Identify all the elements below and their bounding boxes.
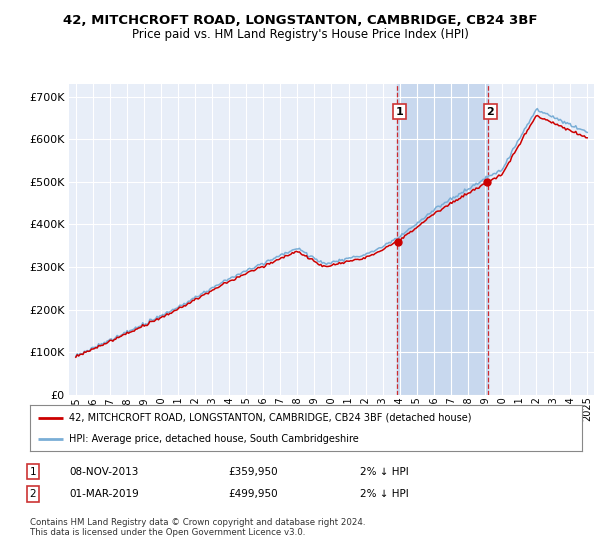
Bar <box>397 84 488 395</box>
Text: £359,950: £359,950 <box>228 466 278 477</box>
Text: 1: 1 <box>29 466 37 477</box>
Text: £499,950: £499,950 <box>228 489 278 499</box>
Text: 42, MITCHCROFT ROAD, LONGSTANTON, CAMBRIDGE, CB24 3BF: 42, MITCHCROFT ROAD, LONGSTANTON, CAMBRI… <box>63 14 537 27</box>
Text: Contains HM Land Registry data © Crown copyright and database right 2024.
This d: Contains HM Land Registry data © Crown c… <box>30 518 365 538</box>
Text: 2% ↓ HPI: 2% ↓ HPI <box>360 489 409 499</box>
Text: 42, MITCHCROFT ROAD, LONGSTANTON, CAMBRIDGE, CB24 3BF (detached house): 42, MITCHCROFT ROAD, LONGSTANTON, CAMBRI… <box>68 413 471 423</box>
Text: Price paid vs. HM Land Registry's House Price Index (HPI): Price paid vs. HM Land Registry's House … <box>131 28 469 41</box>
Text: 01-MAR-2019: 01-MAR-2019 <box>69 489 139 499</box>
Text: 2% ↓ HPI: 2% ↓ HPI <box>360 466 409 477</box>
Text: 08-NOV-2013: 08-NOV-2013 <box>69 466 139 477</box>
Text: 1: 1 <box>396 106 404 116</box>
Text: 2: 2 <box>29 489 37 499</box>
Text: HPI: Average price, detached house, South Cambridgeshire: HPI: Average price, detached house, Sout… <box>68 435 358 444</box>
Text: 2: 2 <box>487 106 494 116</box>
